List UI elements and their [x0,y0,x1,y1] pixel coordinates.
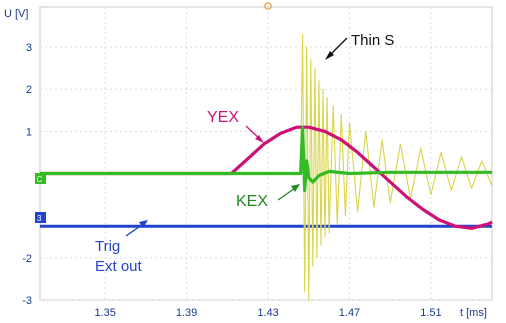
series-line-yex [40,125,493,230]
series-layer [40,33,493,301]
y-tick-label: -2 [22,253,32,265]
arrowhead-kex [291,184,300,192]
label-kex: KEX [236,193,268,210]
y-axis-title: U [V] [4,8,28,20]
annotation-yex: YEX [207,109,264,143]
annotation-trig: Trig Ext out [95,220,148,275]
y-tick-label: -3 [22,295,32,307]
label-trig-line2: Ext out [95,258,143,275]
x-tick-label: 1.35 [94,307,115,319]
y-tick-labels: 3 2 1 -2 -3 [22,42,32,307]
y-tick-label: 2 [26,84,32,96]
annotation-thin-s: Thin S [325,32,394,60]
series-line-thin-s [40,33,493,301]
x-tick-label: 1.39 [176,307,197,319]
y-tick-label: 3 [26,42,32,54]
x-tick-label: 1.51 [420,307,441,319]
plot-area [39,6,493,301]
x-tick-label: 1.43 [257,307,278,319]
channel-marker-trig-label: 3 [37,214,42,223]
label-thin-s: Thin S [351,32,394,49]
trigger-marker[interactable] [264,2,272,10]
arrowhead-thin-s [325,51,334,60]
arrowhead-yex [255,135,264,143]
series-line-kex [40,125,492,192]
channel-marker-kex[interactable] [35,173,46,184]
x-axis-title: t [ms] [460,307,487,319]
x-tick-label: 1.47 [339,307,360,319]
label-yex: YEX [207,109,239,126]
channel-marker-trig[interactable] [35,212,46,223]
x-tick-labels: 1.35 1.39 1.43 1.47 1.51 [94,307,441,319]
arrowhead-trig [139,220,148,228]
channel-marker-kex-label: C [37,175,43,184]
annotation-kex: KEX [236,184,300,210]
label-trig-line1: Trig [95,238,120,255]
y-tick-label: 1 [26,126,32,138]
